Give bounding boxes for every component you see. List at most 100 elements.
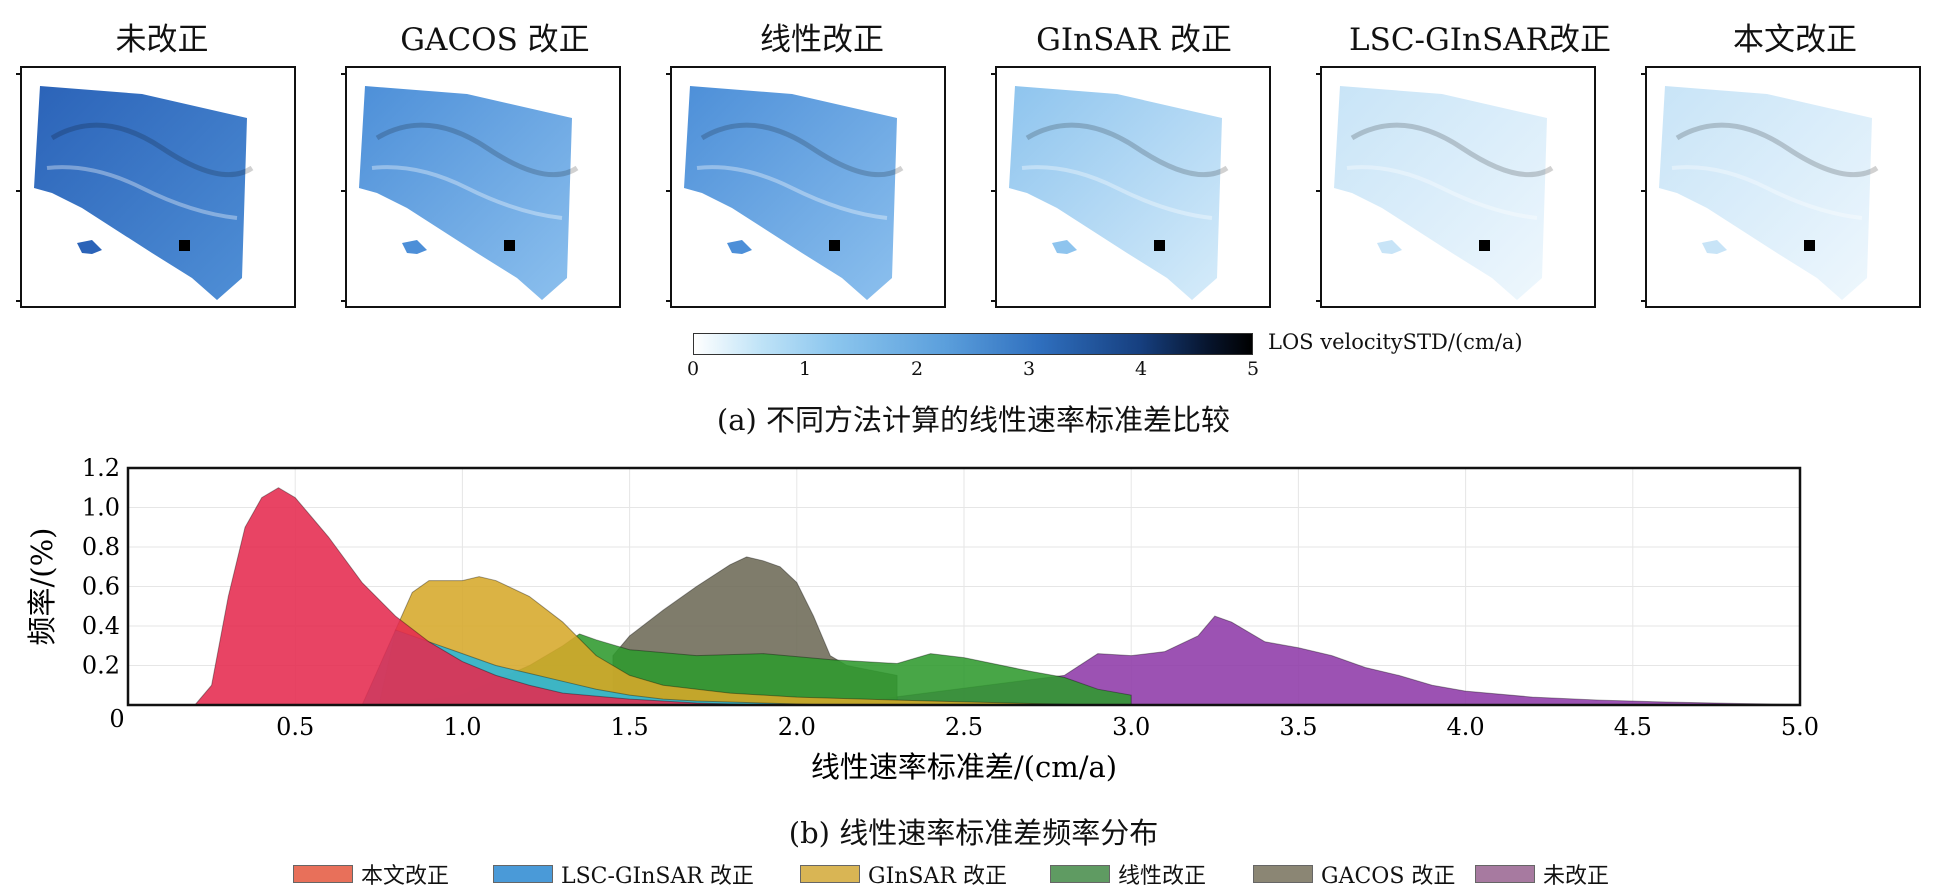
legend-item: GInSAR 改正 — [800, 860, 1007, 889]
island-shape — [1377, 240, 1402, 254]
x-tick-label: 3.0 — [1112, 713, 1150, 741]
legend-item: 本文改正 — [293, 860, 450, 889]
x-tick-label: 4.0 — [1447, 713, 1485, 741]
axis-tick — [16, 190, 20, 192]
axis-tick — [1316, 300, 1320, 302]
colorbar-tick-label: 5 — [1246, 358, 1260, 380]
map-title: GACOS 改正 — [400, 22, 590, 58]
y-tick-label: 0.6 — [82, 573, 120, 601]
x-axis-label: 线性速率标准差/(cm/a) — [811, 750, 1117, 784]
region-shape — [1334, 86, 1547, 300]
colorbar-tick-label: 1 — [798, 358, 812, 380]
map-title: 未改正 — [115, 22, 209, 58]
axis-tick — [341, 190, 345, 192]
axis-tick — [1641, 300, 1645, 302]
colorbar-label: LOS velocitySTD/(cm/a) — [1268, 330, 1523, 354]
axis-tick — [666, 300, 670, 302]
x-tick-label: 5.0 — [1781, 713, 1819, 741]
map-panel — [20, 66, 296, 308]
caption-a: (a) 不同方法计算的线性速率标准差比较 — [716, 403, 1231, 437]
region-shape — [684, 86, 897, 300]
island-shape — [727, 240, 752, 254]
legend-swatch — [293, 865, 353, 883]
legend-swatch — [800, 865, 860, 883]
reference-marker — [829, 240, 840, 251]
x-tick-label: 2.5 — [945, 713, 983, 741]
map-panel — [1320, 66, 1596, 308]
region-shape — [359, 86, 572, 300]
axis-tick — [1316, 190, 1320, 192]
x-tick-label: 4.5 — [1614, 713, 1652, 741]
x-tick-label: 0.5 — [276, 713, 314, 741]
legend-label: 本文改正 — [361, 864, 450, 889]
axis-tick — [16, 300, 20, 302]
reference-marker — [1804, 240, 1815, 251]
axis-tick — [1316, 73, 1320, 75]
legend-label: GACOS 改正 — [1321, 864, 1456, 889]
y-tick-label: 0.2 — [82, 652, 120, 680]
map-title: LSC-GInSAR改正 — [1349, 22, 1611, 58]
area-series — [629, 615, 1801, 706]
legend-item: LSC-GInSAR 改正 — [493, 860, 754, 889]
legend-swatch — [1253, 865, 1313, 883]
axis-tick — [16, 73, 20, 75]
axis-tick — [341, 300, 345, 302]
axis-tick — [666, 73, 670, 75]
y-tick-label: 1.0 — [82, 494, 120, 522]
axis-tick — [991, 73, 995, 75]
legend-item: 未改正 — [1475, 860, 1610, 889]
region-shape — [1659, 86, 1872, 300]
x-tick-label: 3.5 — [1279, 713, 1317, 741]
reference-marker — [1154, 240, 1165, 251]
y-tick-label: 0.4 — [82, 612, 120, 640]
legend-swatch — [1050, 865, 1110, 883]
island-shape — [77, 240, 102, 254]
axis-tick — [991, 300, 995, 302]
reference-marker — [1479, 240, 1490, 251]
y-tick-label: 1.2 — [82, 454, 120, 482]
map-title: GInSAR 改正 — [1036, 22, 1232, 58]
legend-item: GACOS 改正 — [1253, 860, 1456, 889]
region-shape — [1009, 86, 1222, 300]
reference-marker — [179, 240, 190, 251]
map-panel — [1645, 66, 1921, 308]
colorbar — [693, 333, 1253, 355]
axis-tick — [1641, 190, 1645, 192]
map-title: 本文改正 — [1733, 22, 1857, 58]
island-shape — [1052, 240, 1077, 254]
legend-label: GInSAR 改正 — [868, 864, 1007, 889]
axis-tick — [991, 190, 995, 192]
region-shape — [34, 86, 247, 300]
colorbar-tick-label: 4 — [1134, 358, 1148, 380]
caption-b: (b) 线性速率标准差频率分布 — [788, 816, 1159, 850]
axis-tick — [1641, 73, 1645, 75]
legend-label: LSC-GInSAR 改正 — [561, 864, 754, 889]
island-shape — [1702, 240, 1727, 254]
map-panel — [345, 66, 621, 308]
x-origin-label: 0 — [109, 705, 124, 733]
reference-marker — [504, 240, 515, 251]
map-panel — [670, 66, 946, 308]
legend-swatch — [1475, 865, 1535, 883]
y-tick-label: 0.8 — [82, 533, 120, 561]
map-title: 线性改正 — [760, 22, 884, 58]
area-series — [193, 487, 764, 706]
island-shape — [402, 240, 427, 254]
map-panel — [995, 66, 1271, 308]
axis-tick — [341, 73, 345, 75]
chart-legend: 本文改正 LSC-GInSAR 改正 GInSAR 改正 线性改正 GACOS 改正 未改… — [0, 860, 1947, 890]
x-tick-label: 1.0 — [443, 713, 481, 741]
legend-swatch — [493, 865, 553, 883]
colorbar-tick-label: 3 — [1022, 358, 1036, 380]
legend-label: 未改正 — [1543, 864, 1610, 889]
x-tick-label: 1.5 — [611, 713, 649, 741]
plot-frame — [126, 466, 1802, 707]
x-tick-label: 2.0 — [778, 713, 816, 741]
axis-tick — [666, 190, 670, 192]
y-axis-label: 频率/(%) — [25, 528, 59, 646]
legend-label: 线性改正 — [1118, 864, 1207, 889]
legend-item: 线性改正 — [1050, 860, 1207, 889]
area-series — [378, 576, 1098, 706]
colorbar-tick-label: 2 — [910, 358, 924, 380]
frequency-chart: 0.5 1.0 1.5 2.0 2.5 3.0 3.5 4.0 4.5 5.0 0 0.2 0.4 0.6… — [25, 454, 1819, 784]
